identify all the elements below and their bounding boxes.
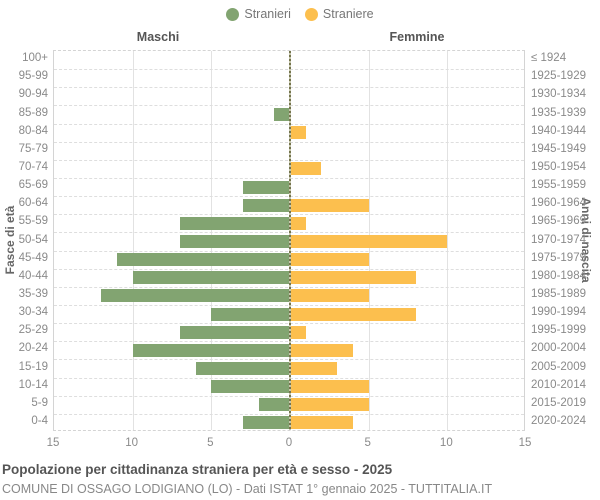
plot-area bbox=[53, 50, 525, 431]
birth-year-label: 2015-2019 bbox=[531, 396, 586, 409]
age-group-label: 35-39 bbox=[18, 287, 48, 300]
legend-label-stranieri: Stranieri bbox=[244, 7, 291, 21]
females-header: Femmine bbox=[389, 30, 445, 44]
birth-year-label: 1975-1979 bbox=[531, 251, 586, 264]
birth-year-label: ≤ 1924 bbox=[531, 52, 567, 65]
males-header: Maschi bbox=[136, 30, 180, 44]
x-tick-label: 5 bbox=[207, 437, 214, 449]
age-group-label: 25-29 bbox=[18, 324, 48, 337]
age-group-label: 15-19 bbox=[18, 360, 48, 373]
birth-year-label: 2005-2009 bbox=[531, 360, 586, 373]
straniere-swatch-icon bbox=[304, 7, 318, 21]
age-group-label: 60-64 bbox=[18, 197, 48, 210]
male-bar-50-54 bbox=[179, 235, 290, 248]
male-bar-45-49 bbox=[116, 253, 290, 267]
male-bar-20-24 bbox=[132, 343, 290, 357]
age-group-label: 80-84 bbox=[18, 124, 48, 137]
birth-year-label: 1960-1964 bbox=[531, 197, 586, 210]
x-tick-label: 15 bbox=[518, 437, 532, 449]
birth-year-label: 1980-1984 bbox=[531, 269, 586, 282]
age-group-label: 20-24 bbox=[18, 342, 48, 355]
male-bar-35-39 bbox=[101, 289, 290, 303]
legend: Stranieri Straniere bbox=[0, 5, 600, 23]
x-tick-label: 0 bbox=[285, 437, 293, 449]
age-group-labels: 100+ 95-99 90-94 85-89 80-84 75-79 70-74 65-69 6… bbox=[0, 50, 48, 431]
birth-year-label: 1965-1969 bbox=[531, 215, 586, 228]
birth-year-label: 1955-1959 bbox=[531, 179, 586, 192]
female-bar-5-9 bbox=[290, 398, 369, 412]
birth-year-label: 1995-1999 bbox=[531, 324, 586, 337]
female-bar-80-84 bbox=[290, 126, 306, 140]
age-group-label: 10-14 bbox=[18, 378, 48, 391]
birth-year-label: 2010-2014 bbox=[531, 378, 586, 391]
birth-year-label: 1950-1954 bbox=[531, 160, 586, 173]
birth-year-label: 1935-1939 bbox=[531, 106, 586, 119]
age-group-label: 50-54 bbox=[18, 233, 48, 246]
female-bar-70-74 bbox=[290, 162, 322, 176]
stranieri-swatch-icon bbox=[226, 7, 240, 21]
male-bar-0-4 bbox=[242, 416, 290, 430]
x-tick-label: 10 bbox=[439, 437, 453, 449]
female-bar-50-54 bbox=[290, 235, 448, 248]
x-tick-label: 15 bbox=[46, 437, 60, 449]
birth-year-labels: ≤ 1924 1925-1929 1930-1934 1935-1939 1940-19… bbox=[531, 50, 593, 431]
x-tick-label: 5 bbox=[364, 437, 371, 449]
female-bar-30-34 bbox=[290, 307, 416, 321]
female-bar-60-64 bbox=[290, 198, 369, 212]
female-bar-0-4 bbox=[290, 416, 353, 430]
age-group-label: 0-4 bbox=[31, 414, 48, 427]
age-group-label: 40-44 bbox=[18, 269, 48, 282]
birth-year-label: 1940-1944 bbox=[531, 124, 586, 137]
zero-axis-line bbox=[289, 51, 291, 430]
male-bar-55-59 bbox=[179, 216, 290, 230]
male-bar-85-89 bbox=[274, 108, 290, 121]
gridline-vertical bbox=[447, 51, 449, 430]
birth-year-label: 2020-2024 bbox=[531, 414, 586, 427]
age-group-label: 75-79 bbox=[18, 142, 48, 155]
age-group-label: 70-74 bbox=[18, 160, 48, 173]
birth-year-label: 1990-1994 bbox=[531, 306, 586, 319]
chart-subtitle: COMUNE DI OSSAGO LODIGIANO (LO) - Dati I… bbox=[2, 482, 493, 496]
age-group-label: 95-99 bbox=[18, 70, 48, 83]
birth-year-label: 1970-1974 bbox=[531, 233, 586, 246]
age-group-label: 85-89 bbox=[18, 106, 48, 119]
chart-title: Popolazione per cittadinanza straniera p… bbox=[2, 462, 393, 477]
x-tick-label: 10 bbox=[125, 437, 139, 449]
legend-item-straniere: Straniere bbox=[304, 7, 374, 21]
gridline-vertical bbox=[132, 51, 134, 430]
age-group-label: 100+ bbox=[22, 52, 48, 65]
female-bar-10-14 bbox=[290, 380, 369, 394]
female-bar-55-59 bbox=[290, 216, 306, 230]
birth-year-label: 1930-1934 bbox=[531, 88, 586, 101]
birth-year-label: 1925-1929 bbox=[531, 70, 586, 83]
male-bar-10-14 bbox=[211, 380, 290, 394]
male-bar-15-19 bbox=[195, 362, 290, 375]
x-axis-ticks: 15 10 5 0 5 10 15 bbox=[47, 437, 532, 451]
age-group-label: 90-94 bbox=[18, 88, 48, 101]
male-bar-25-29 bbox=[179, 325, 290, 339]
female-bar-45-49 bbox=[290, 253, 369, 267]
female-bar-25-29 bbox=[290, 325, 306, 339]
female-bar-40-44 bbox=[290, 271, 416, 285]
birth-year-label: 1945-1949 bbox=[531, 142, 586, 155]
male-bar-40-44 bbox=[132, 271, 290, 285]
male-bar-65-69 bbox=[242, 180, 290, 194]
legend-item-stranieri: Stranieri bbox=[226, 7, 291, 21]
female-bar-20-24 bbox=[290, 343, 353, 357]
birth-year-label: 2000-2004 bbox=[531, 342, 586, 355]
male-bar-60-64 bbox=[242, 198, 290, 212]
age-group-label: 5-9 bbox=[31, 396, 48, 409]
age-group-label: 65-69 bbox=[18, 179, 48, 192]
legend-label-straniere: Straniere bbox=[322, 7, 374, 21]
age-group-label: 45-49 bbox=[18, 251, 48, 264]
female-bar-15-19 bbox=[290, 362, 338, 375]
female-bar-35-39 bbox=[290, 289, 369, 303]
male-bar-5-9 bbox=[258, 398, 290, 412]
birth-year-label: 1985-1989 bbox=[531, 287, 586, 300]
age-group-label: 30-34 bbox=[18, 306, 48, 319]
male-bar-30-34 bbox=[211, 307, 290, 321]
age-group-label: 55-59 bbox=[18, 215, 48, 228]
